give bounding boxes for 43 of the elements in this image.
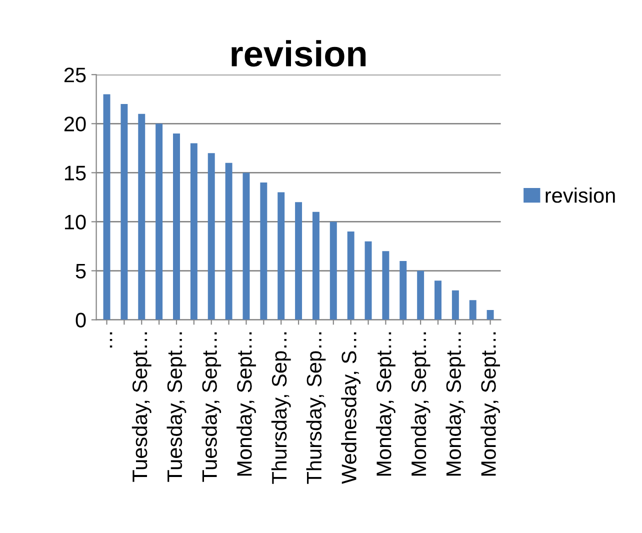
bar bbox=[400, 260, 407, 320]
chart-title: revision bbox=[232, 40, 366, 67]
bar bbox=[417, 270, 424, 320]
y-tick-label: 10 bbox=[64, 214, 86, 230]
bar bbox=[382, 251, 390, 320]
bar bbox=[469, 300, 476, 320]
x-tick-label: Wednesday, S… bbox=[341, 332, 361, 484]
bar bbox=[295, 202, 302, 320]
x-tick-label: Thursday, Sep… bbox=[306, 332, 326, 484]
bar bbox=[364, 241, 372, 320]
bar bbox=[208, 153, 215, 320]
y-tick-label: 5 bbox=[76, 264, 86, 279]
x-tick-label: Tuesday, Sept… bbox=[166, 332, 186, 482]
x-tick-label: Monday, Sept… bbox=[376, 332, 396, 476]
bar bbox=[278, 192, 285, 320]
x-tick-label: Monday, Sept… bbox=[446, 332, 466, 476]
legend-label: revision bbox=[546, 188, 615, 203]
y-tick-label: 25 bbox=[64, 68, 86, 82]
bar bbox=[434, 280, 442, 320]
y-tick-label: 20 bbox=[64, 116, 86, 132]
bar bbox=[260, 182, 268, 320]
bar bbox=[103, 94, 110, 320]
bar bbox=[312, 212, 320, 320]
bar bbox=[347, 232, 354, 320]
bar bbox=[156, 124, 163, 320]
bar bbox=[452, 290, 459, 320]
y-tick-label: 15 bbox=[64, 166, 86, 180]
x-tick-label: … bbox=[110, 332, 112, 348]
x-tick-label: Monday, Sept… bbox=[236, 332, 256, 476]
bar bbox=[242, 172, 250, 320]
bar bbox=[225, 162, 232, 320]
x-tick-label: Monday, Sept… bbox=[410, 332, 430, 476]
bar bbox=[173, 133, 180, 320]
bar bbox=[120, 104, 128, 320]
x-tick-label: Tuesday, Sept… bbox=[202, 332, 222, 482]
x-tick-label: Tuesday, Sept… bbox=[132, 332, 152, 482]
bar bbox=[190, 143, 198, 320]
y-tick-label: 0 bbox=[76, 312, 86, 328]
bar bbox=[330, 222, 337, 320]
x-tick-label: Monday, Sept… bbox=[480, 332, 500, 476]
bar bbox=[138, 114, 146, 320]
bar bbox=[486, 310, 494, 320]
x-tick-label: Thursday, Sep… bbox=[271, 332, 291, 484]
